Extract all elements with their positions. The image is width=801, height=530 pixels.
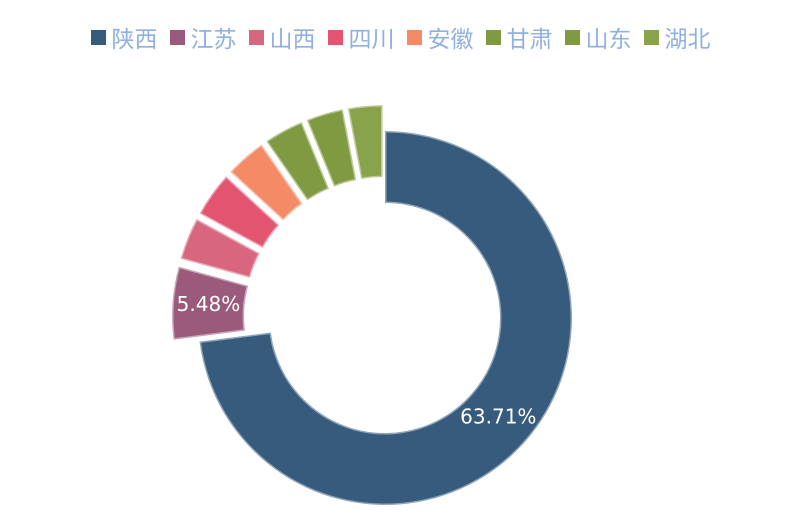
legend-swatch [643, 29, 659, 45]
legend-label: 山东 [585, 27, 632, 53]
legend-swatch [327, 29, 343, 45]
legend-label: 山西 [269, 27, 316, 53]
legend-label: 甘肃 [506, 27, 553, 53]
legend-item: 安徽 [406, 20, 474, 54]
slice [197, 174, 282, 250]
slice [170, 264, 251, 342]
slice [346, 103, 385, 181]
slice [264, 120, 331, 203]
legend-swatch [564, 29, 580, 45]
legend-label: 江苏 [190, 27, 237, 53]
legend-swatch [169, 29, 185, 45]
legend-item: 湖北 [643, 20, 711, 54]
slice [228, 142, 305, 223]
legend-item: 陕西 [90, 20, 158, 54]
legend-label: 湖北 [664, 27, 711, 53]
legend-item: 山西 [248, 20, 316, 54]
legend-item: 四川 [327, 20, 395, 54]
legend-item: 甘肃 [485, 20, 553, 54]
legend-swatch [248, 29, 264, 45]
slice [178, 216, 262, 280]
legend-swatch [406, 29, 422, 45]
legend-swatch [90, 29, 106, 45]
data-label: 5.48% [177, 292, 241, 316]
legend-label: 安徽 [427, 27, 474, 53]
legend-item: 江苏 [169, 20, 237, 54]
legend-label: 陕西 [111, 27, 158, 53]
legend-label: 四川 [348, 27, 395, 53]
legend-item: 山东 [564, 20, 632, 54]
legend: 陕西 江苏 山西 四川 安徽 甘肃 山东 湖北 [0, 20, 801, 54]
data-label: 63.71% [460, 404, 536, 428]
legend-swatch [485, 29, 501, 45]
slice [197, 129, 574, 507]
slice [304, 107, 358, 189]
